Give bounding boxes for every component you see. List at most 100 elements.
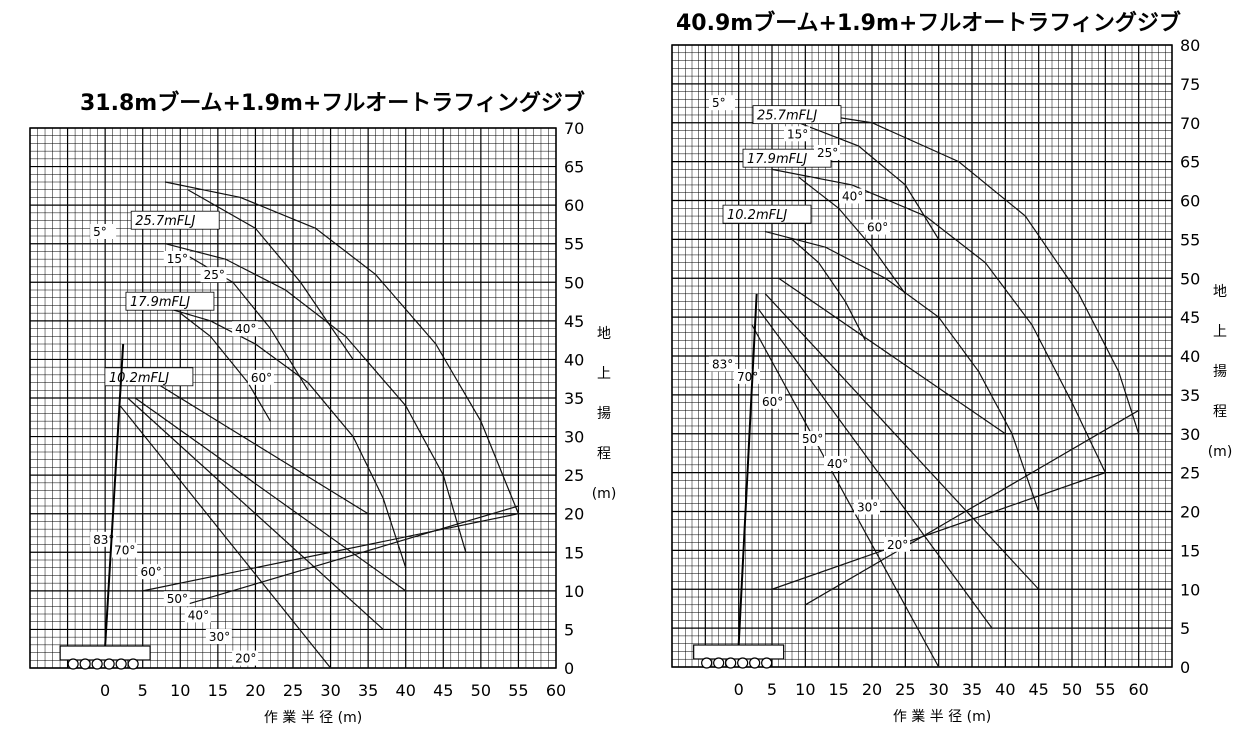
annotation-bg: [854, 499, 880, 515]
annotation-label: 70°: [737, 370, 758, 384]
series-line-10: [180, 505, 519, 607]
series-line-0: [165, 181, 519, 514]
y-tick-label: 5: [564, 620, 574, 639]
series-line-5: [179, 312, 271, 422]
series-line-11: [142, 513, 519, 592]
x-tick-label: 5: [767, 680, 777, 699]
y-tick-label: 40: [564, 350, 584, 369]
y-tick-label: 20: [1180, 503, 1200, 522]
plot-frame: [671, 44, 1173, 668]
x-tick-label: 10: [795, 680, 815, 699]
crane-truck-icon: [693, 293, 785, 669]
x-tick-label: 25: [895, 680, 915, 699]
annotation-label: 25.7mFLJ: [135, 214, 195, 229]
annotation-bg: [163, 251, 190, 266]
y-tick-label: 35: [1180, 386, 1200, 405]
x-tick-label: 50: [471, 681, 491, 700]
chart-right: 40.9mブーム+1.9m+フルオートラフィングジブ 0 5 10 15 20 25 30 3…: [671, 10, 1232, 725]
y-tick-label: 55: [564, 235, 584, 254]
annotation-box: [722, 204, 812, 224]
annotation-label: 20°: [887, 538, 908, 552]
y-axis-label-char: 揚: [597, 405, 611, 422]
y-axis-label-char: 程: [1213, 404, 1227, 420]
y-tick-label: 45: [1180, 308, 1200, 327]
annotation-bg: [709, 95, 735, 111]
x-tick-label: 60: [546, 681, 566, 700]
y-tick-label: 45: [564, 312, 584, 331]
y-tick-label: 80: [1180, 36, 1200, 55]
x-tick-label: 15: [828, 680, 848, 699]
x-tick-label: 35: [962, 680, 982, 699]
y-axis-label-char: 上: [1213, 324, 1227, 340]
x-tick-label: 0: [734, 680, 744, 699]
annotation-label: 70°: [114, 544, 135, 558]
annotation-label: 50°: [802, 432, 823, 446]
annotation-label: 17.9mFLJ: [130, 295, 190, 310]
series-line-6: [751, 324, 940, 668]
annotation-label: 15°: [787, 127, 808, 141]
y-tick-label: 20: [564, 505, 584, 524]
annotation-bg: [111, 542, 138, 558]
y-tick-label: 25: [1180, 464, 1200, 483]
annotation-box: [130, 210, 220, 230]
annotation-label: 40°: [188, 608, 209, 622]
annotation-label: 40°: [827, 457, 848, 471]
y-tick-label: 50: [1180, 269, 1200, 288]
annotation-box: [752, 105, 842, 125]
annotation-label: 40°: [235, 322, 256, 336]
x-tick-label: 0: [100, 681, 110, 700]
annotation-label: 10.2mFLJ: [727, 208, 787, 223]
y-tick-label: 10: [1180, 580, 1200, 599]
annotation-label: 60°: [762, 395, 783, 409]
chart-left-title: 31.8mブーム+1.9m+フルオートラフィングジブ: [80, 90, 585, 116]
annotation-label: 25.7mFLJ: [757, 109, 817, 124]
annotation-bg: [205, 629, 232, 644]
annotation-bg: [824, 455, 850, 471]
annotation-label: 5°: [712, 96, 726, 110]
series-line-4: [179, 250, 309, 391]
x-tick-label: 50: [1062, 680, 1082, 699]
annotation-bg: [184, 607, 211, 623]
x-tick-label: 30: [928, 680, 948, 699]
y-axis-label-char: 地: [1213, 284, 1227, 300]
x-tick-label: 25: [283, 681, 303, 700]
y-tick-label: 15: [1180, 541, 1200, 560]
chart-left: 31.8mブーム+1.9m+フルオートラフィングジブ 0 5 10 15 20 25 30 3…: [29, 90, 616, 726]
annotation-bg: [814, 144, 840, 160]
y-tick-label: 40: [1180, 347, 1200, 366]
y-tick-label: 35: [564, 389, 584, 408]
chart-right-title: 40.9mブーム+1.9m+フルオートラフィングジブ: [676, 10, 1181, 36]
annotation-box: [104, 367, 194, 387]
x-tick-label: 15: [208, 681, 228, 700]
annotation-label: 60°: [867, 221, 888, 235]
annotation-label: 30°: [209, 630, 230, 644]
annotation-bg: [163, 591, 190, 607]
series-line-4: [798, 176, 906, 295]
annotation-label: 25°: [204, 268, 225, 282]
series-line-0: [771, 106, 1140, 434]
annotation-bg: [90, 224, 117, 239]
annotation-bg: [839, 188, 865, 204]
annotation-bg: [864, 219, 890, 235]
annotation-bg: [200, 267, 227, 283]
annotation-label: 83°: [93, 533, 114, 547]
annotation-bg: [137, 564, 164, 580]
series-line-8: [134, 397, 407, 592]
series-line-1: [771, 168, 1106, 473]
annotation-bg: [232, 650, 259, 666]
annotation-label: 25°: [817, 146, 838, 160]
annotation-label: 20°: [235, 652, 256, 666]
y-tick-label: 50: [564, 273, 584, 292]
annotation-label: 60°: [251, 371, 272, 385]
annotation-bg: [799, 431, 825, 447]
x-tick-label: 30: [320, 681, 340, 700]
y-tick-label: 55: [1180, 230, 1200, 249]
annotation-label: 15°: [167, 252, 188, 266]
series-line-9: [778, 277, 1006, 435]
y-axis-label-char: 揚: [1213, 363, 1227, 380]
y-tick-label: 25: [564, 466, 584, 485]
x-tick-label: 35: [358, 681, 378, 700]
grid: [671, 44, 1173, 668]
series-line-2: [765, 231, 1040, 512]
